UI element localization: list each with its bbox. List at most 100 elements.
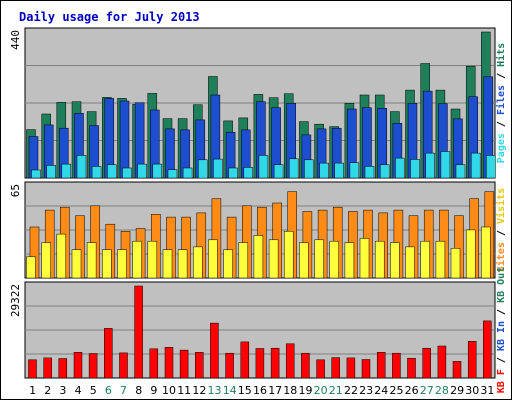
x-tick-day-10: 10 (162, 384, 176, 397)
bar-kbf-day-23 (361, 359, 371, 379)
legend-entry-0-0: Pages (496, 133, 507, 163)
legend-entry-2-1: / (496, 351, 507, 369)
bar-pages-day-18 (288, 158, 299, 179)
x-tick-day-15: 15 (238, 384, 252, 397)
bar-pages-day-4 (76, 155, 87, 179)
bar-visits-day-22 (344, 242, 355, 279)
bar-pages-day-19 (304, 159, 314, 179)
bar-kbf-day-8 (134, 285, 143, 379)
bar-visits-day-20 (314, 239, 324, 279)
x-tick-day-28: 28 (435, 384, 449, 397)
legend-entry-1-1: / (496, 224, 507, 242)
x-tick-day-12: 12 (192, 384, 206, 397)
x-tick-day-19: 19 (299, 384, 313, 397)
x-tick-day-4: 4 (75, 384, 82, 397)
bar-visits-day-18 (283, 231, 294, 279)
legend-entry-2-3: / (496, 303, 507, 321)
bar-pages-day-22 (349, 162, 360, 179)
legend-entry-1-2: Visits (495, 188, 507, 224)
bar-visits-day-13 (208, 239, 218, 279)
bar-visits-day-30 (465, 229, 476, 279)
bar-visits-day-24 (374, 240, 385, 279)
bar-pages-day-28 (440, 151, 451, 179)
bar-pages-day-8 (137, 163, 147, 179)
bar-visits-day-12 (193, 246, 203, 279)
bar-pages-day-1 (31, 169, 41, 179)
bar-kbf-day-1 (28, 359, 37, 379)
bar-kbf-day-15 (240, 341, 250, 379)
bar-visits-day-8 (132, 240, 142, 279)
legend-kbytes: KB F / KB In / KB Out (496, 267, 507, 393)
bar-kbf-day-26 (407, 357, 416, 379)
bar-kbf-day-14 (225, 352, 234, 379)
x-tick-day-1: 1 (29, 384, 36, 397)
x-tick-day-7: 7 (120, 384, 127, 397)
legend-visits: Sites / Visits (495, 188, 507, 272)
bar-pages-day-16 (258, 155, 269, 179)
x-tick-day-31: 31 (480, 384, 494, 397)
legend-entry-0-1: / (496, 115, 507, 133)
x-tick-day-27: 27 (420, 384, 434, 397)
bar-kbf-day-21 (331, 357, 340, 379)
x-tick-day-14: 14 (223, 384, 237, 397)
bar-visits-day-15 (238, 242, 249, 279)
x-tick-day-30: 30 (465, 384, 479, 397)
x-tick-day-13: 13 (208, 384, 222, 397)
bar-kbf-day-25 (392, 352, 401, 379)
bar-kbf-day-9 (149, 348, 159, 379)
x-tick-day-20: 20 (314, 384, 328, 397)
bar-visits-day-14 (223, 249, 233, 279)
bar-kbf-day-3 (58, 358, 68, 379)
bar-pages-day-24 (379, 164, 390, 179)
bar-kbf-day-27 (422, 347, 431, 379)
bar-pages-day-14 (228, 167, 238, 179)
legend-entry-2-0: KB F (496, 369, 507, 393)
bar-pages-day-21 (334, 162, 344, 179)
bar-visits-day-7 (117, 249, 127, 279)
bar-pages-day-30 (470, 152, 481, 179)
bar-pages-day-12 (198, 159, 208, 179)
bar-visits-day-10 (162, 249, 173, 279)
bar-pages-day-11 (182, 167, 193, 179)
bar-visits-day-1 (26, 256, 36, 279)
bar-kbf-day-30 (467, 341, 477, 379)
bar-visits-day-23 (359, 238, 370, 279)
x-tick-day-16: 16 (253, 384, 267, 397)
bar-pages-day-7 (122, 167, 132, 179)
x-tick-day-5: 5 (90, 384, 97, 397)
bar-pages-day-20 (319, 162, 329, 179)
bar-pages-day-26 (410, 159, 420, 179)
x-tick-day-21: 21 (329, 384, 343, 397)
x-tick-day-8: 8 (135, 384, 142, 397)
bar-pages-day-13 (213, 158, 223, 179)
bar-pages-day-23 (364, 166, 375, 179)
bar-kbf-day-29 (452, 361, 462, 379)
x-tick-day-23: 23 (359, 384, 373, 397)
bar-kbf-day-16 (255, 348, 265, 379)
bar-pages-day-25 (395, 157, 405, 179)
x-tick-day-26: 26 (405, 384, 419, 397)
bar-visits-day-11 (177, 249, 188, 279)
bar-kbf-day-24 (376, 352, 386, 379)
ymax-label-visits: 65 (9, 184, 22, 197)
bar-kbf-day-20 (316, 359, 325, 379)
bar-visits-day-29 (450, 248, 461, 279)
bar-visits-day-25 (390, 242, 400, 279)
legend-entry-0-2: Files (495, 85, 507, 115)
x-tick-day-24: 24 (374, 384, 388, 397)
ymax-label-hits: 440 (9, 30, 22, 50)
bar-visits-day-9 (147, 240, 158, 279)
bar-kbf-day-18 (285, 343, 295, 379)
x-tick-day-22: 22 (344, 384, 358, 397)
bar-pages-day-3 (61, 163, 72, 179)
bar-kbf-day-5 (88, 353, 98, 379)
x-tick-day-6: 6 (105, 384, 112, 397)
bar-kbf-day-22 (346, 357, 356, 379)
bar-kbf-day-11 (179, 349, 189, 379)
bar-pages-day-9 (152, 163, 163, 179)
bar-visits-day-4 (71, 249, 82, 279)
bar-pages-day-5 (91, 166, 102, 179)
bar-kbf-day-7 (119, 352, 128, 379)
